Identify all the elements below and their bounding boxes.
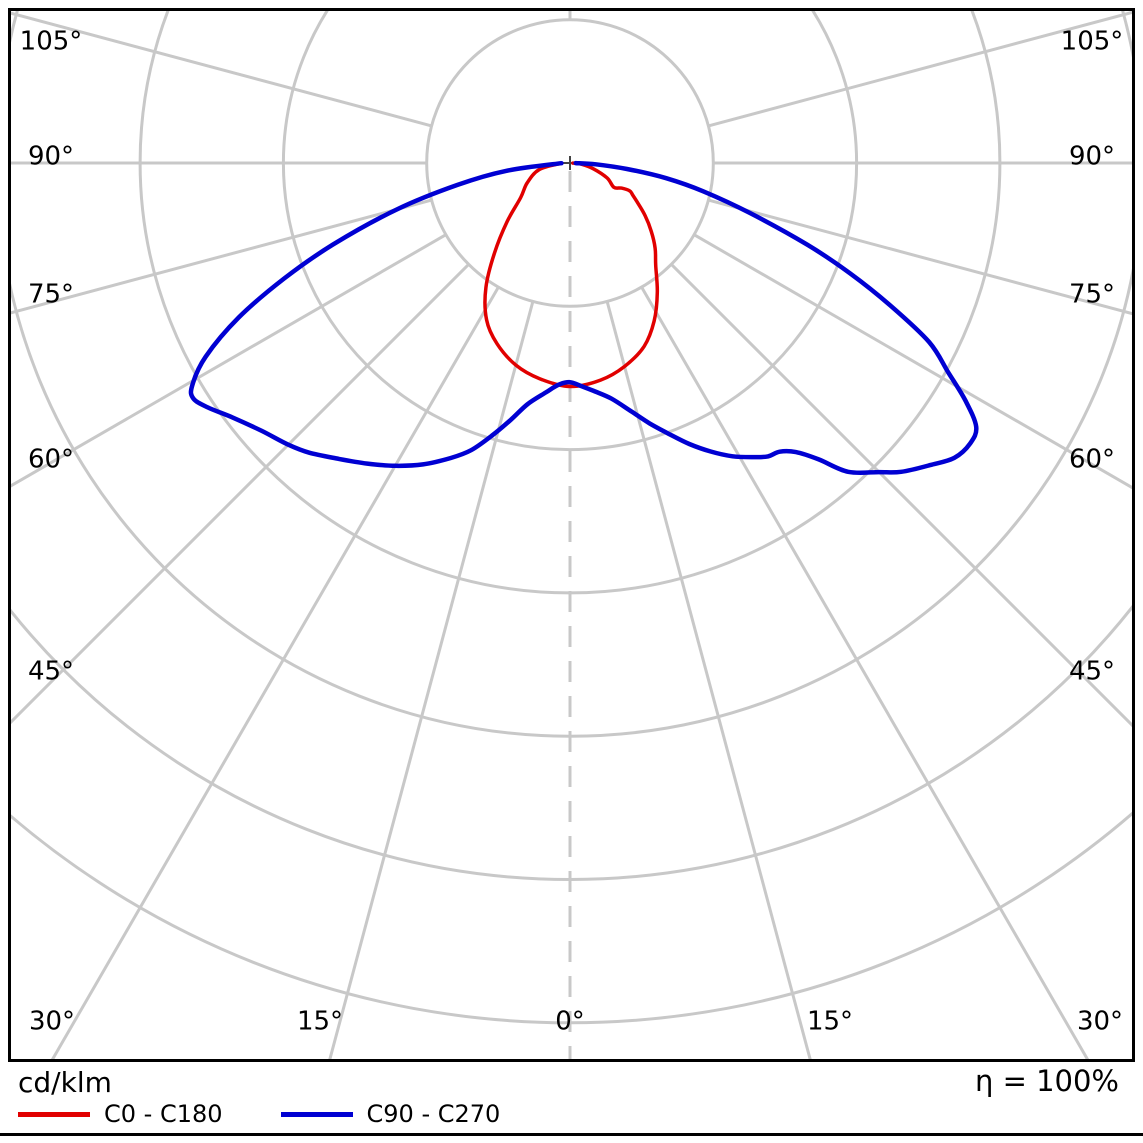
legend-item: C90 - C270 (280, 1099, 501, 1129)
bottom-divider (0, 1133, 1143, 1136)
grid-radial-line (693, 233, 1132, 490)
legend-swatch-c0-c180 (18, 1111, 90, 1117)
grid-radial-line (708, 198, 1132, 316)
legend-label: C90 - C270 (366, 1100, 501, 1128)
grid-radial-line (50, 286, 500, 1059)
angle-label: 90° (1069, 142, 1115, 172)
grid-radial-line (640, 286, 1090, 1059)
grid-radial-line (11, 198, 432, 315)
angle-label: 30° (29, 1007, 75, 1037)
polar-plot: 105° 105° 90° 90° 75° 75° 60° 60° 45° 45° 30° 15° 0°… (8, 8, 1135, 1062)
angle-label: 75° (1069, 280, 1115, 310)
angle-label: 105° (1061, 27, 1124, 57)
grid-radial-line (708, 11, 1132, 128)
angle-label: 0° (555, 1007, 585, 1037)
efficiency-label: η = 100% (974, 1064, 1119, 1098)
grid-radial-line (11, 233, 447, 488)
polar-diagram-svg: 105° 105° 90° 90° 75° 75° 60° 60° 45° 45° 30° 15° 0°… (11, 11, 1132, 1059)
grid-radial-line (670, 263, 1132, 728)
units-label: cd/klm (18, 1066, 112, 1099)
grid-radial-line (605, 301, 812, 1059)
angle-label: 45° (28, 657, 74, 687)
grid-radial-line (328, 301, 535, 1059)
angle-label: 15° (807, 1007, 853, 1037)
angle-label: 105° (20, 27, 83, 57)
angle-label: 15° (297, 1007, 343, 1037)
legend-swatch-c90-c270 (280, 1111, 353, 1117)
angle-label: 75° (28, 280, 74, 310)
grid-radial-line (11, 263, 470, 725)
curve-c90-c270 (188, 160, 979, 476)
angle-label: 90° (28, 142, 74, 172)
legend: C0 - C180 C90 - C270 (18, 1099, 558, 1129)
angle-label: 60° (28, 445, 74, 475)
legend-item: C0 - C180 (18, 1099, 223, 1129)
legend-label: C0 - C180 (104, 1100, 223, 1128)
curve-c0-c180 (483, 161, 660, 389)
angle-label: 30° (1077, 1007, 1123, 1037)
grid-radial-line (11, 11, 432, 128)
angle-label: 45° (1069, 657, 1115, 687)
angle-label: 60° (1069, 445, 1115, 475)
